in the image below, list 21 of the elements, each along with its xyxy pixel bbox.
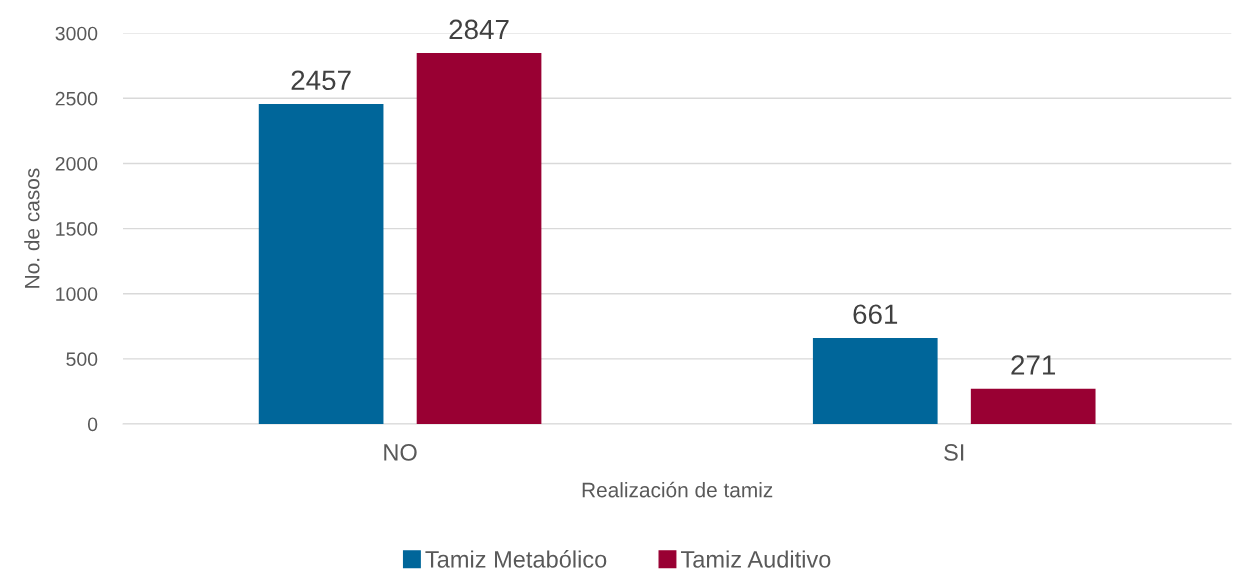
- x-axis-title: Realización de tamiz: [582, 481, 773, 498]
- y-tick-label: 1500: [56, 222, 98, 236]
- data-label: 271: [1011, 355, 1056, 375]
- y-tick-label: 2500: [55, 91, 98, 106]
- bar: [812, 337, 938, 424]
- legend-label: Tamiz Metabólico: [425, 550, 607, 568]
- x-tick-label: NO: [384, 444, 417, 461]
- bar: [970, 388, 1096, 424]
- y-axis-title: No. de casos: [24, 168, 40, 288]
- x-tick-label: SI: [944, 444, 964, 461]
- y-tick-label: 1000: [56, 287, 98, 301]
- y-tick-label: 0: [87, 417, 98, 432]
- data-label: 2457: [291, 70, 351, 91]
- bar: [258, 103, 384, 424]
- data-label: 661: [853, 304, 898, 325]
- y-tick-label: 3000: [55, 26, 98, 41]
- data-label: 2847: [449, 19, 509, 40]
- legend-label: Tamiz Auditivo: [680, 550, 831, 568]
- y-tick-label: 500: [66, 352, 98, 367]
- bar: [416, 53, 542, 424]
- y-tick-label: 2000: [55, 156, 98, 171]
